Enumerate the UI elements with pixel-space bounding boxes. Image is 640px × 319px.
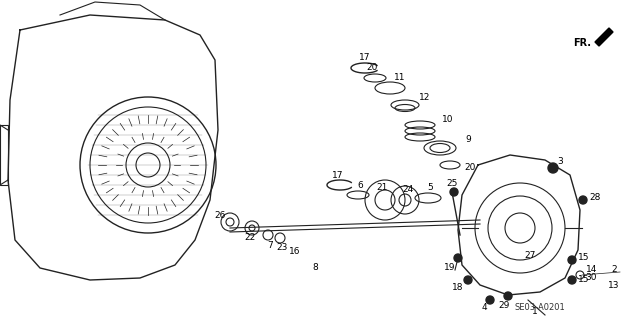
Text: 15: 15 <box>579 254 589 263</box>
Circle shape <box>486 296 494 304</box>
Text: 22: 22 <box>244 234 255 242</box>
Circle shape <box>548 163 558 173</box>
Text: 16: 16 <box>289 248 301 256</box>
Text: 25: 25 <box>446 179 458 188</box>
Bar <box>0 125 8 185</box>
Circle shape <box>504 292 512 300</box>
Text: 2: 2 <box>611 265 617 275</box>
Polygon shape <box>595 28 613 46</box>
Text: SE03-A0201: SE03-A0201 <box>515 302 565 311</box>
Circle shape <box>568 256 576 264</box>
Text: 23: 23 <box>276 243 288 253</box>
Text: 19: 19 <box>444 263 456 272</box>
Text: 4: 4 <box>481 303 487 313</box>
Text: 24: 24 <box>403 184 413 194</box>
Text: 17: 17 <box>332 170 344 180</box>
Text: 11: 11 <box>394 73 406 83</box>
Text: FR.: FR. <box>573 38 591 48</box>
Text: 29: 29 <box>499 300 509 309</box>
Text: 18: 18 <box>452 284 464 293</box>
Text: 5: 5 <box>427 182 433 191</box>
Text: 20: 20 <box>464 164 476 173</box>
Text: 7: 7 <box>267 241 273 249</box>
Text: 26: 26 <box>214 211 226 219</box>
Text: 15: 15 <box>579 276 589 285</box>
Text: 9: 9 <box>465 136 471 145</box>
Text: 30: 30 <box>585 273 596 283</box>
Circle shape <box>454 254 462 262</box>
Text: 8: 8 <box>312 263 318 272</box>
Text: 10: 10 <box>442 115 454 124</box>
Text: 27: 27 <box>524 250 536 259</box>
Text: 14: 14 <box>586 265 598 275</box>
Text: 21: 21 <box>376 183 388 192</box>
Text: 28: 28 <box>589 194 601 203</box>
Text: 20: 20 <box>366 63 378 72</box>
Circle shape <box>464 276 472 284</box>
Text: 12: 12 <box>419 93 431 102</box>
Text: 13: 13 <box>608 280 620 290</box>
Circle shape <box>450 188 458 196</box>
Text: 17: 17 <box>359 54 371 63</box>
Text: 3: 3 <box>557 158 563 167</box>
Text: 1: 1 <box>532 308 538 316</box>
Text: 6: 6 <box>357 181 363 189</box>
Circle shape <box>579 196 587 204</box>
Circle shape <box>568 276 576 284</box>
